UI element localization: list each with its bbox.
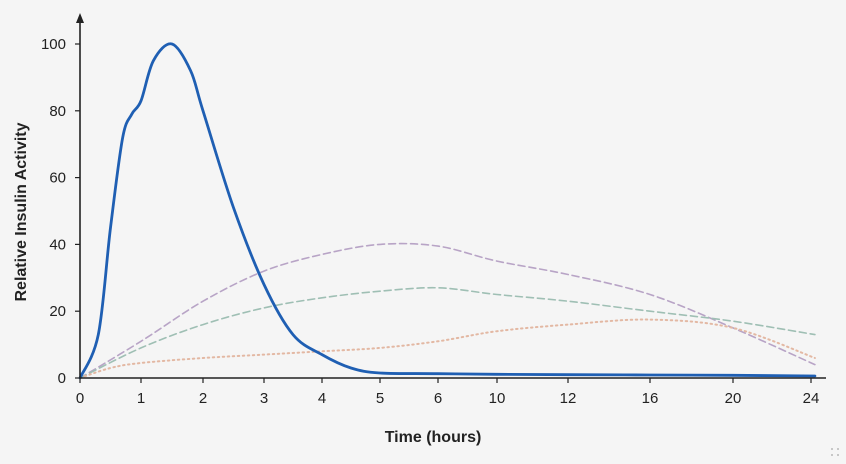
corner-marks: [831, 448, 839, 456]
x-tick-label: 20: [725, 390, 742, 407]
x-tick-label: 24: [803, 390, 820, 407]
y-axis-title: Relative Insulin Activity: [13, 122, 30, 301]
x-tick-label: 2: [199, 390, 207, 407]
y-tick-label: 40: [49, 236, 66, 253]
y-tick-label: 80: [49, 103, 66, 120]
x-tick-label: 3: [260, 390, 268, 407]
x-tick-label: 16: [642, 390, 659, 407]
x-tick-label: 4: [318, 390, 326, 407]
x-tick-label: 6: [434, 390, 442, 407]
x-tick-label: 12: [560, 390, 577, 407]
x-tick-label: 1: [137, 390, 145, 407]
y-tick-label: 100: [41, 36, 66, 53]
x-axis-title: Time (hours): [385, 429, 482, 446]
x-tick-label: 10: [489, 390, 506, 407]
y-tick-label: 20: [49, 303, 66, 320]
x-tick-label: 5: [376, 390, 384, 407]
series-layer: [78, 42, 817, 380]
y-tick-label: 60: [49, 170, 66, 187]
y-tick-label: 0: [58, 370, 66, 387]
series-line-2: [79, 242, 816, 379]
y-axis-arrow: [76, 13, 84, 23]
x-tick-label: 0: [76, 390, 84, 407]
series-line-4: [79, 318, 816, 379]
axes-layer: [76, 13, 826, 379]
series-line-1: [78, 42, 817, 380]
series-line-3: [79, 286, 816, 379]
